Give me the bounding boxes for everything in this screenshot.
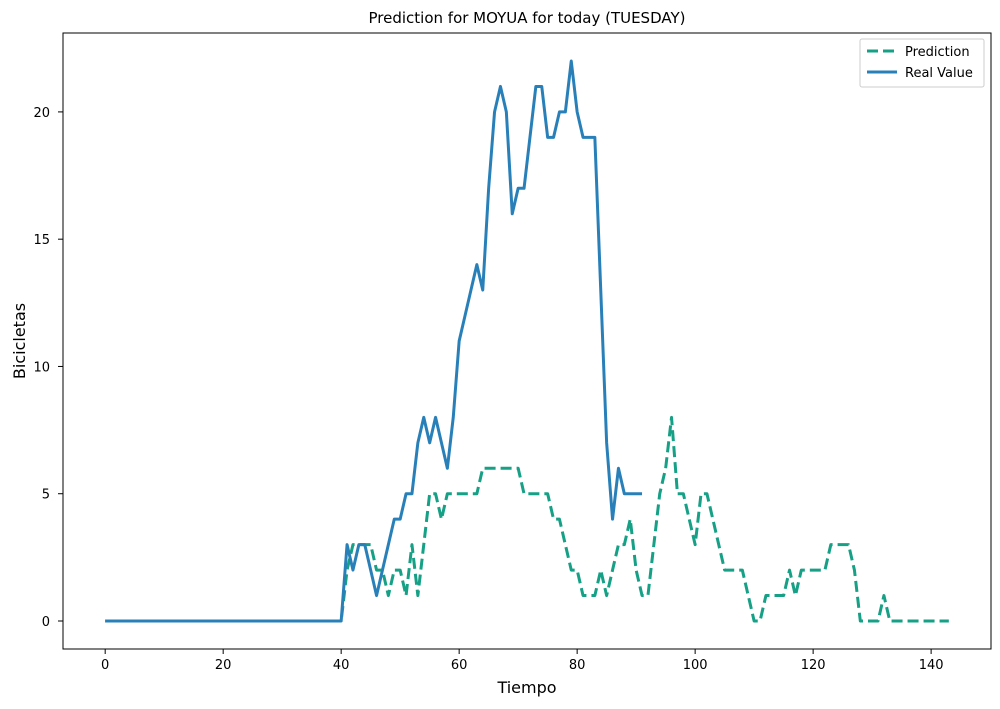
x-tick-label: 80 (569, 658, 586, 673)
x-tick-label: 140 (919, 658, 944, 673)
x-tick-label: 0 (101, 658, 109, 673)
x-tick-label: 60 (451, 658, 468, 673)
x-tick-label: 40 (333, 658, 350, 673)
legend-label-real-value: Real Value (905, 66, 973, 81)
x-tick-label: 20 (215, 658, 232, 673)
y-tick-label: 20 (33, 106, 50, 121)
y-tick-label: 5 (42, 488, 50, 503)
series-line-real-value (105, 59, 643, 623)
legend-label-prediction: Prediction (905, 45, 970, 60)
x-axis-label: Tiempo (496, 678, 556, 697)
plot-background (63, 33, 991, 649)
series-layer (105, 59, 949, 623)
x-axis-ticks: 0 20 40 60 80 100 120 140 (101, 649, 944, 673)
y-tick-label: 10 (33, 360, 50, 375)
legend: Prediction Real Value (859, 38, 985, 88)
x-tick-label: 100 (683, 658, 708, 673)
chart-title: Prediction for MOYUA for today (TUESDAY) (369, 9, 686, 27)
plot-frame (62, 32, 992, 650)
x-tick-label: 120 (801, 658, 826, 673)
y-axis-ticks: 0 5 10 15 20 (33, 106, 63, 630)
y-axis-label: Bicicletas (10, 303, 29, 379)
y-tick-label: 15 (33, 233, 50, 248)
y-tick-label: 0 (42, 615, 50, 630)
